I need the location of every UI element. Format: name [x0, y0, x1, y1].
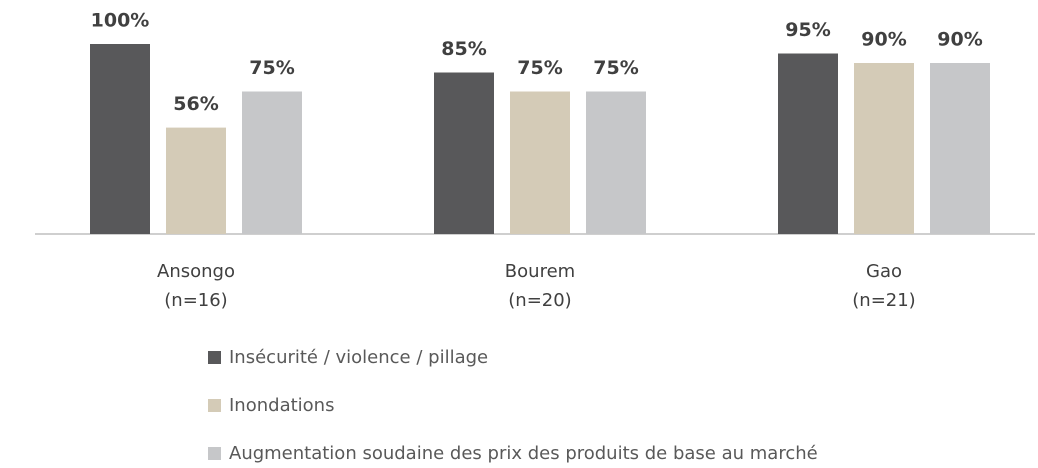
bar	[854, 63, 914, 234]
legend-label: Insécurité / violence / pillage	[229, 347, 488, 368]
bar	[434, 72, 494, 234]
legend-swatch	[208, 447, 221, 460]
data-label: 90%	[937, 29, 982, 51]
bar	[930, 63, 990, 234]
bar	[166, 127, 226, 234]
data-label: 100%	[91, 10, 150, 32]
data-label: 56%	[173, 93, 218, 115]
data-label: 75%	[593, 57, 638, 79]
data-label: 90%	[861, 29, 906, 51]
legend-swatch	[208, 351, 221, 364]
x-tick-label: Gao (n=21)	[852, 261, 916, 311]
data-label: 85%	[441, 38, 486, 60]
x-tick-label: Bourem (n=20)	[504, 261, 576, 311]
data-label: 75%	[249, 57, 294, 79]
legend-label: Inondations	[229, 395, 334, 416]
x-tick-label: Ansongo (n=16)	[157, 261, 235, 311]
legend-swatch	[208, 399, 221, 412]
bar	[90, 44, 150, 234]
bar	[242, 91, 302, 234]
bar	[778, 53, 838, 234]
bar	[586, 91, 646, 234]
legend-label: Augmentation soudaine des prix des produ…	[229, 443, 818, 464]
data-label: 75%	[517, 57, 562, 79]
bar	[510, 91, 570, 234]
data-label: 95%	[785, 19, 830, 41]
